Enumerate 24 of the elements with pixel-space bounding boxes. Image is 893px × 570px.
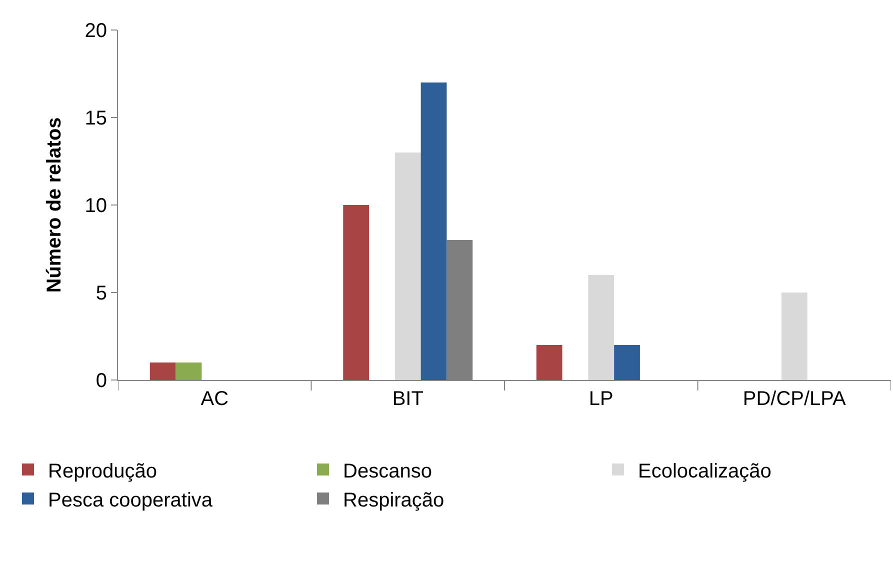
y-tick-label: 10 xyxy=(84,195,107,217)
bar xyxy=(588,275,614,380)
legend-label: Pesca cooperativa xyxy=(48,489,214,512)
bar xyxy=(536,345,562,380)
x-tick-label: LP xyxy=(588,388,614,410)
bar xyxy=(343,205,370,380)
bar xyxy=(781,292,808,380)
bar xyxy=(150,362,176,380)
bar xyxy=(614,345,640,380)
y-tick-label: 0 xyxy=(96,370,107,392)
legend-label: Descanso xyxy=(343,460,432,482)
bar xyxy=(176,362,202,380)
y-tick-label: 15 xyxy=(84,108,107,130)
y-tick-label: 20 xyxy=(84,20,107,42)
legend-label: Respiração xyxy=(343,489,444,512)
legend-label: Reprodução xyxy=(48,460,157,482)
bar xyxy=(420,82,447,380)
x-tick-label: BIT xyxy=(392,388,424,410)
y-tick-label: 5 xyxy=(96,282,107,304)
bar xyxy=(394,152,421,380)
legend-label: Ecolocalização xyxy=(638,460,772,482)
x-tick-label: AC xyxy=(200,388,229,410)
y-axis-title: Número de relatos xyxy=(43,117,66,293)
x-tick-label: PD/CP/LPA xyxy=(742,388,847,410)
